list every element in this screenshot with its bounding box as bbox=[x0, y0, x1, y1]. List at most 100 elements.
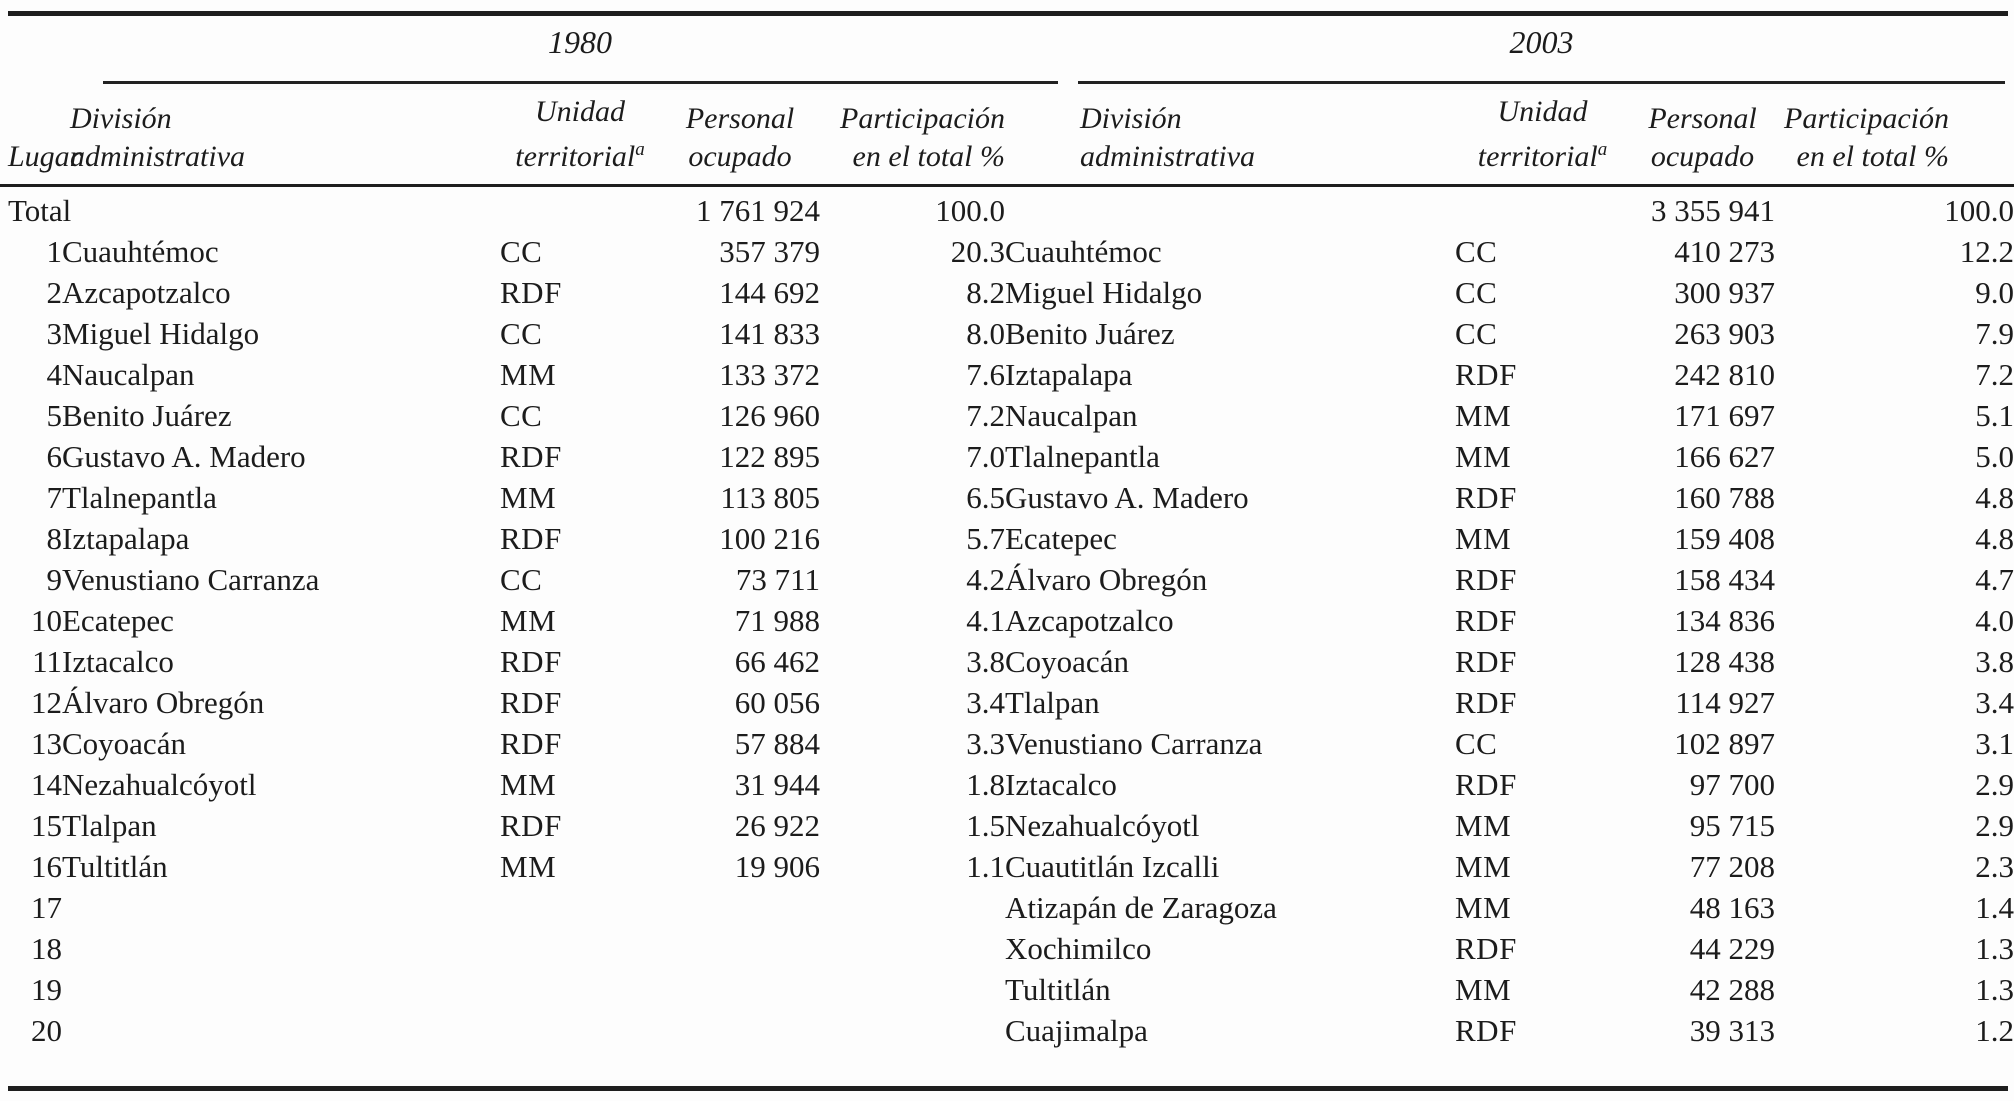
cell-personal-1980: 60 056 bbox=[734, 685, 820, 720]
cell-participacion-1980: 100.0 bbox=[935, 193, 1005, 228]
cell-division-2003: Xochimilco bbox=[1005, 931, 1152, 966]
cell-division-1980: Coyoacán bbox=[62, 726, 186, 761]
cell-unidad-1980 bbox=[500, 928, 660, 969]
cell-division-2003: Iztapalapa bbox=[1005, 357, 1133, 392]
cell-rank: 10 bbox=[31, 603, 62, 638]
table-row: 16 Tultitlán MM 19 906 1.1 Cuautitlán Izcalli… bbox=[0, 846, 2014, 887]
cell-rank: 13 bbox=[31, 726, 62, 761]
cell-division-2003: Tultitlán bbox=[1005, 972, 1111, 1007]
cell-participacion-1980 bbox=[820, 928, 1005, 969]
cell-personal-1980: 31 944 bbox=[734, 767, 820, 802]
cell-unidad-2003: MM bbox=[1455, 890, 1512, 925]
cell-participacion-2003: 3.1 bbox=[1975, 726, 2014, 761]
cell-division-2003: Cuauhtémoc bbox=[1005, 234, 1162, 269]
cell-personal-2003: 160 788 bbox=[1674, 480, 1775, 515]
cell-division-1980: Benito Juárez bbox=[62, 398, 232, 433]
cell-personal-2003: 114 927 bbox=[1675, 685, 1775, 720]
cell-participacion-1980: 3.8 bbox=[966, 644, 1005, 679]
table-row: 12 Álvaro Obregón RDF 60 056 3.4 Tlalpan RDF 11… bbox=[0, 682, 2014, 723]
cell-unidad-1980: CC bbox=[500, 316, 543, 351]
cell-division-2003: Ecatepec bbox=[1005, 521, 1117, 556]
cell-participacion-1980: 8.2 bbox=[966, 275, 1005, 310]
cell-participacion-2003: 12.2 bbox=[1959, 234, 2014, 269]
table-row: 17 Atizapán de Zaragoza MM 48 163 1.4 bbox=[0, 887, 2014, 928]
cell-rank: 6 bbox=[46, 439, 63, 474]
table-row: 2 Azcapotzalco RDF 144 692 8.2 Miguel Hidalgo… bbox=[0, 272, 2014, 313]
cell-participacion-2003: 100.0 bbox=[1944, 193, 2014, 228]
column-header-division-2003: División administrativa bbox=[1080, 102, 1256, 173]
cell-participacion-1980: 1.1 bbox=[966, 849, 1005, 884]
cell-rank: 4 bbox=[46, 357, 63, 392]
cell-unidad-2003: RDF bbox=[1455, 357, 1517, 392]
cell-division-1980: Venustiano Carranza bbox=[62, 562, 320, 597]
cell-participacion-2003: 2.3 bbox=[1975, 849, 2014, 884]
group-header-1980: 1980 bbox=[62, 16, 1058, 84]
cell-participacion-2003: 1.3 bbox=[1975, 972, 2014, 1007]
table-row: 18 Xochimilco RDF 44 229 1.3 bbox=[0, 928, 2014, 969]
table-row: 10 Ecatepec MM 71 988 4.1 Azcapotzalco RDF 134 … bbox=[0, 600, 2014, 641]
cell-personal-1980: 1 761 924 bbox=[696, 193, 820, 228]
cell-rank: 20 bbox=[31, 1013, 62, 1048]
cell-personal-2003: 48 163 bbox=[1689, 890, 1775, 925]
cell-rank: 18 bbox=[31, 931, 62, 966]
cell-division-2003: Venustiano Carranza bbox=[1005, 726, 1263, 761]
cell-participacion-2003: 4.7 bbox=[1975, 562, 2014, 597]
cell-division-2003: Naucalpan bbox=[1005, 398, 1138, 433]
cell-unidad-1980: CC bbox=[500, 234, 543, 269]
cell-unidad-2003: RDF bbox=[1455, 644, 1517, 679]
cell-division-1980 bbox=[62, 190, 500, 231]
cell-personal-2003: 410 273 bbox=[1674, 234, 1775, 269]
cell-unidad-2003: MM bbox=[1455, 808, 1512, 843]
cell-division-1980: Miguel Hidalgo bbox=[62, 316, 260, 351]
cell-rank: 15 bbox=[31, 808, 62, 843]
cell-personal-1980: 122 895 bbox=[719, 439, 820, 474]
cell-participacion-2003: 4.0 bbox=[1975, 603, 2014, 638]
table-body: Total 1 761 924 100.0 3 355 941 100.0 1 Cuauht… bbox=[0, 190, 2014, 1051]
footnote-marker: a bbox=[635, 139, 645, 160]
cell-division-2003 bbox=[1005, 190, 1455, 231]
column-header-row: Lugar División administrativa Unidad ter… bbox=[0, 84, 2014, 184]
cell-division-2003: Miguel Hidalgo bbox=[1005, 275, 1203, 310]
cell-rank: 14 bbox=[31, 767, 62, 802]
table-row: 15 Tlalpan RDF 26 922 1.5 Nezahualcóyotl MM 95 … bbox=[0, 805, 2014, 846]
cell-unidad-1980: RDF bbox=[500, 644, 562, 679]
cell-participacion-1980 bbox=[820, 887, 1005, 928]
cell-rank: 3 bbox=[46, 316, 63, 351]
cell-participacion-1980: 7.0 bbox=[966, 439, 1005, 474]
footnote-marker: a bbox=[1597, 139, 1608, 160]
cell-participacion-2003: 4.8 bbox=[1975, 521, 2014, 556]
cell-personal-1980 bbox=[660, 1010, 820, 1051]
cell-participacion-1980: 6.5 bbox=[966, 480, 1005, 515]
cell-division-2003: Álvaro Obregón bbox=[1005, 562, 1208, 597]
cell-unidad-1980 bbox=[500, 887, 660, 928]
cell-personal-1980: 133 372 bbox=[719, 357, 820, 392]
cell-personal-1980: 100 216 bbox=[719, 521, 820, 556]
cell-personal-2003: 128 438 bbox=[1674, 644, 1775, 679]
cell-division-2003: Benito Juárez bbox=[1005, 316, 1175, 351]
group-header-gap bbox=[1005, 16, 1019, 84]
cell-personal-2003: 242 810 bbox=[1674, 357, 1775, 392]
cell-participacion-2003: 2.9 bbox=[1975, 767, 2014, 802]
cell-rank: 5 bbox=[46, 398, 63, 433]
cell-unidad-1980 bbox=[500, 969, 660, 1010]
cell-division-1980 bbox=[62, 1010, 500, 1051]
cell-participacion-2003: 4.8 bbox=[1975, 480, 2014, 515]
cell-rank: Total bbox=[8, 193, 72, 228]
table-row: 6 Gustavo A. Madero RDF 122 895 7.0 Tlalnepan… bbox=[0, 436, 2014, 477]
cell-personal-2003: 158 434 bbox=[1674, 562, 1775, 597]
cell-participacion-2003: 1.3 bbox=[1975, 931, 2014, 966]
cell-personal-2003: 77 208 bbox=[1689, 849, 1775, 884]
cell-participacion-1980: 20.3 bbox=[950, 234, 1005, 269]
table-row: 5 Benito Juárez CC 126 960 7.2 Naucalpan MM 171… bbox=[0, 395, 2014, 436]
cell-participacion-1980: 1.8 bbox=[966, 767, 1005, 802]
cell-rank: 2 bbox=[46, 275, 63, 310]
cell-participacion-1980: 3.4 bbox=[966, 685, 1005, 720]
cell-rank: 1 bbox=[46, 234, 63, 269]
cell-participacion-1980: 1.5 bbox=[966, 808, 1005, 843]
cell-unidad-1980: CC bbox=[500, 398, 543, 433]
cell-rank: 8 bbox=[46, 521, 63, 556]
cell-rank: 19 bbox=[31, 972, 62, 1007]
table-row: 11 Iztacalco RDF 66 462 3.8 Coyoacán RDF 128 43… bbox=[0, 641, 2014, 682]
cell-personal-1980: 57 884 bbox=[734, 726, 820, 761]
